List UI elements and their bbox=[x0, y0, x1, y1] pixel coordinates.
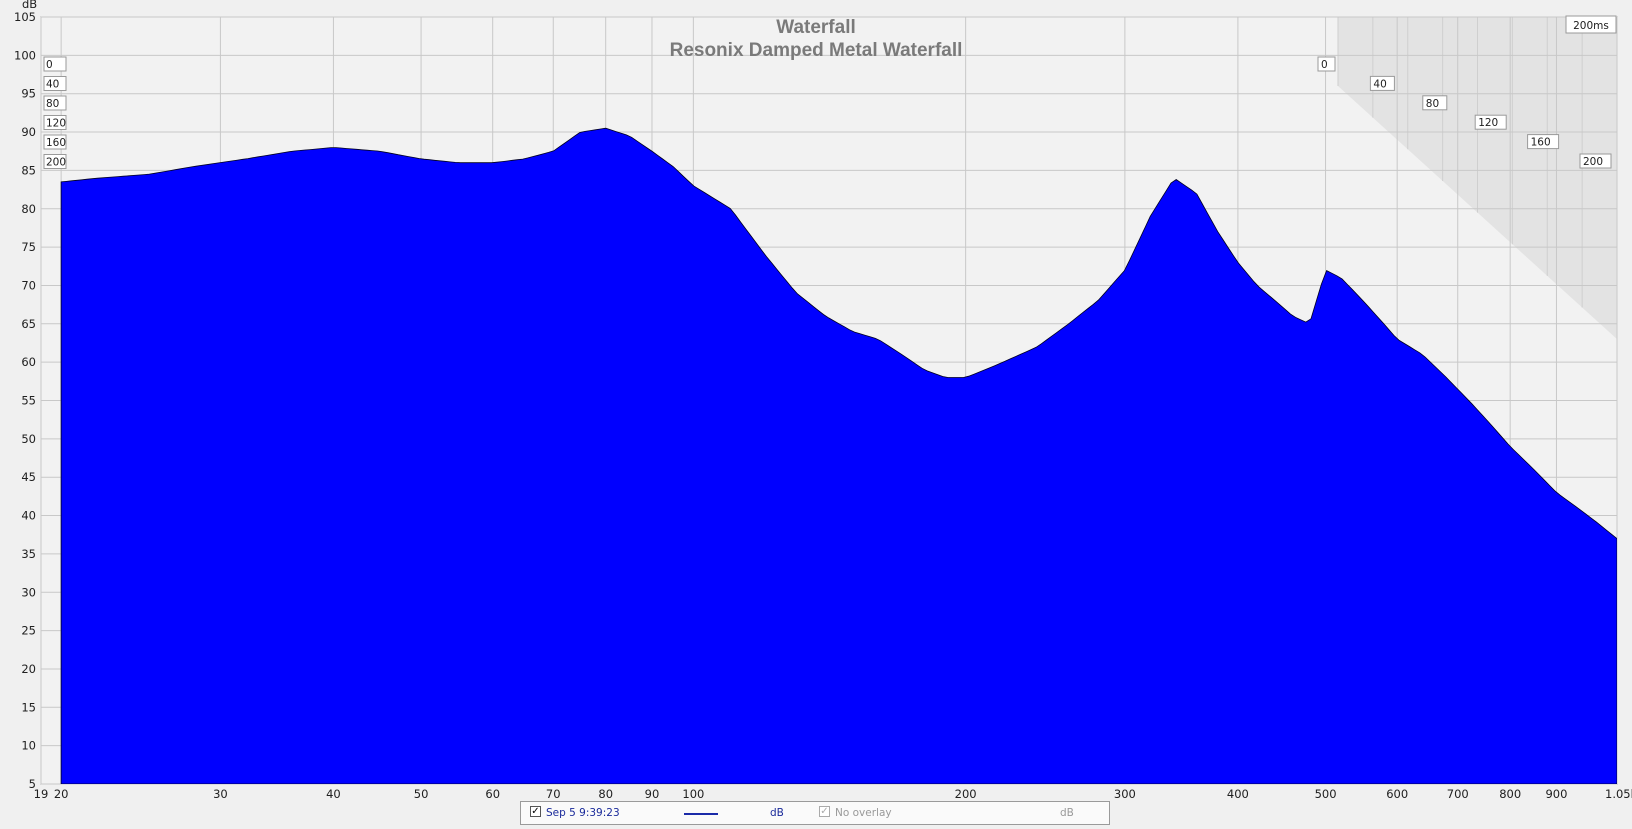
time-tick-label-left: 80 bbox=[46, 98, 59, 110]
y-tick-label: 105 bbox=[14, 10, 36, 24]
waterfall-slices bbox=[60, 127, 1617, 784]
x-tick-label: 300 bbox=[1114, 787, 1136, 800]
time-tick-box-left bbox=[43, 76, 67, 91]
x-tick-label: 19 bbox=[34, 787, 49, 800]
x-tick-label: 600 bbox=[1386, 787, 1408, 800]
x-tick-label: 80 bbox=[598, 787, 613, 800]
time-tick-label-left: 120 bbox=[46, 118, 66, 130]
time-axis-ticks: 0 0 40 40 80 80 120 120 160 160 200 200 bbox=[43, 56, 1612, 169]
y-tick-label: 65 bbox=[21, 317, 36, 331]
time-tick-label-right: 0 bbox=[1321, 59, 1328, 71]
time-tick-box-right bbox=[1579, 153, 1612, 169]
time-tick-label-right: 80 bbox=[1426, 98, 1439, 110]
y-tick-label: 45 bbox=[21, 470, 36, 484]
y-tick-label: 35 bbox=[21, 547, 36, 561]
time-axis-badge bbox=[1565, 15, 1617, 34]
time-tick-label-right: 200 bbox=[1583, 156, 1603, 168]
y-tick-label: 40 bbox=[21, 509, 36, 523]
time-tick-box-left bbox=[43, 134, 67, 150]
overlay-checkbox[interactable]: ✓ bbox=[819, 806, 830, 817]
x-tick-label: 200 bbox=[955, 787, 977, 800]
y-tick-label: 50 bbox=[21, 432, 36, 446]
time-tick-box-right bbox=[1474, 114, 1507, 130]
measurement-checkbox[interactable]: ✓ bbox=[530, 806, 541, 817]
time-tick-box-right bbox=[1317, 56, 1336, 72]
x-tick-label: 900 bbox=[1545, 787, 1567, 800]
time-tick-label-right: 120 bbox=[1478, 117, 1498, 129]
x-tick-label: 400 bbox=[1227, 787, 1249, 800]
time-tick-label-left: 200 bbox=[46, 157, 66, 169]
y-tick-label: 80 bbox=[21, 202, 36, 216]
chart-title: Waterfall bbox=[776, 17, 856, 38]
y-tick-label: 15 bbox=[21, 700, 36, 714]
x-tick-label: 500 bbox=[1315, 787, 1337, 800]
x-tick-label: 1.05k Hz bbox=[1605, 787, 1632, 800]
x-tick-label: 90 bbox=[645, 787, 660, 800]
y-tick-label: 95 bbox=[21, 87, 36, 101]
y-tick-label: 25 bbox=[21, 624, 36, 638]
y-tick-label: 70 bbox=[21, 278, 36, 292]
x-tick-label: 70 bbox=[546, 787, 561, 800]
x-tick-label: 20 bbox=[54, 787, 69, 800]
x-tick-label: 40 bbox=[326, 787, 341, 800]
measurement-units: dB bbox=[770, 807, 784, 819]
y-tick-label: 85 bbox=[21, 163, 36, 177]
y-axis-ticks: 1051009590858075706560555045403530252015… bbox=[14, 10, 36, 791]
chart-subtitle: Resonix Damped Metal Waterfall bbox=[670, 40, 963, 61]
y-tick-label: 30 bbox=[21, 585, 36, 599]
x-axis-ticks: 19 20 30 40 50 60 70 80 90 100 200 300 400 500 600 700 8… bbox=[34, 787, 1632, 800]
x-tick-label: 60 bbox=[485, 787, 500, 800]
time-tick-label-right: 160 bbox=[1531, 137, 1551, 149]
time-tick-box-right bbox=[1369, 75, 1395, 91]
time-tick-box-right bbox=[1422, 95, 1448, 111]
legend-bar: ✓ Sep 5 9:39:23 dB ✓ No overlay dB bbox=[520, 801, 1110, 825]
y-tick-label: 20 bbox=[21, 662, 36, 676]
time-tick-box-right bbox=[1527, 134, 1560, 150]
time-tick-label-right: 40 bbox=[1373, 78, 1386, 90]
time-tick-label-left: 40 bbox=[46, 79, 59, 91]
time-tick-box-left bbox=[43, 154, 67, 169]
waterfall-chart: 1051009590858075706560555045403530252015… bbox=[14, 0, 1632, 800]
y-tick-label: 60 bbox=[21, 355, 36, 369]
overlay-label[interactable]: No overlay bbox=[835, 807, 892, 819]
time-tick-label-left: 160 bbox=[46, 137, 66, 149]
measurement-line-swatch bbox=[684, 813, 718, 815]
y-tick-label: 5 bbox=[29, 777, 36, 791]
x-tick-label: 800 bbox=[1499, 787, 1521, 800]
time-axis-label: 200ms bbox=[1573, 20, 1609, 32]
x-tick-label: 700 bbox=[1447, 787, 1469, 800]
x-tick-label: 100 bbox=[682, 787, 704, 800]
measurement-label[interactable]: Sep 5 9:39:23 bbox=[546, 807, 620, 819]
y-tick-label: 100 bbox=[14, 48, 36, 62]
y-axis-label: dB bbox=[22, 0, 37, 11]
y-tick-label: 10 bbox=[21, 739, 36, 753]
x-tick-label: 30 bbox=[213, 787, 228, 800]
time-tick-box-left bbox=[43, 115, 67, 130]
y-tick-label: 75 bbox=[21, 240, 36, 254]
overlay-units: dB bbox=[1060, 807, 1074, 819]
y-tick-label: 90 bbox=[21, 125, 36, 139]
time-tick-box-left bbox=[43, 56, 67, 72]
y-tick-label: 55 bbox=[21, 394, 36, 408]
x-tick-label: 50 bbox=[414, 787, 429, 800]
waterfall-slice bbox=[60, 127, 1617, 784]
time-tick-box-left bbox=[43, 95, 67, 111]
time-tick-label-left: 0 bbox=[46, 59, 53, 71]
